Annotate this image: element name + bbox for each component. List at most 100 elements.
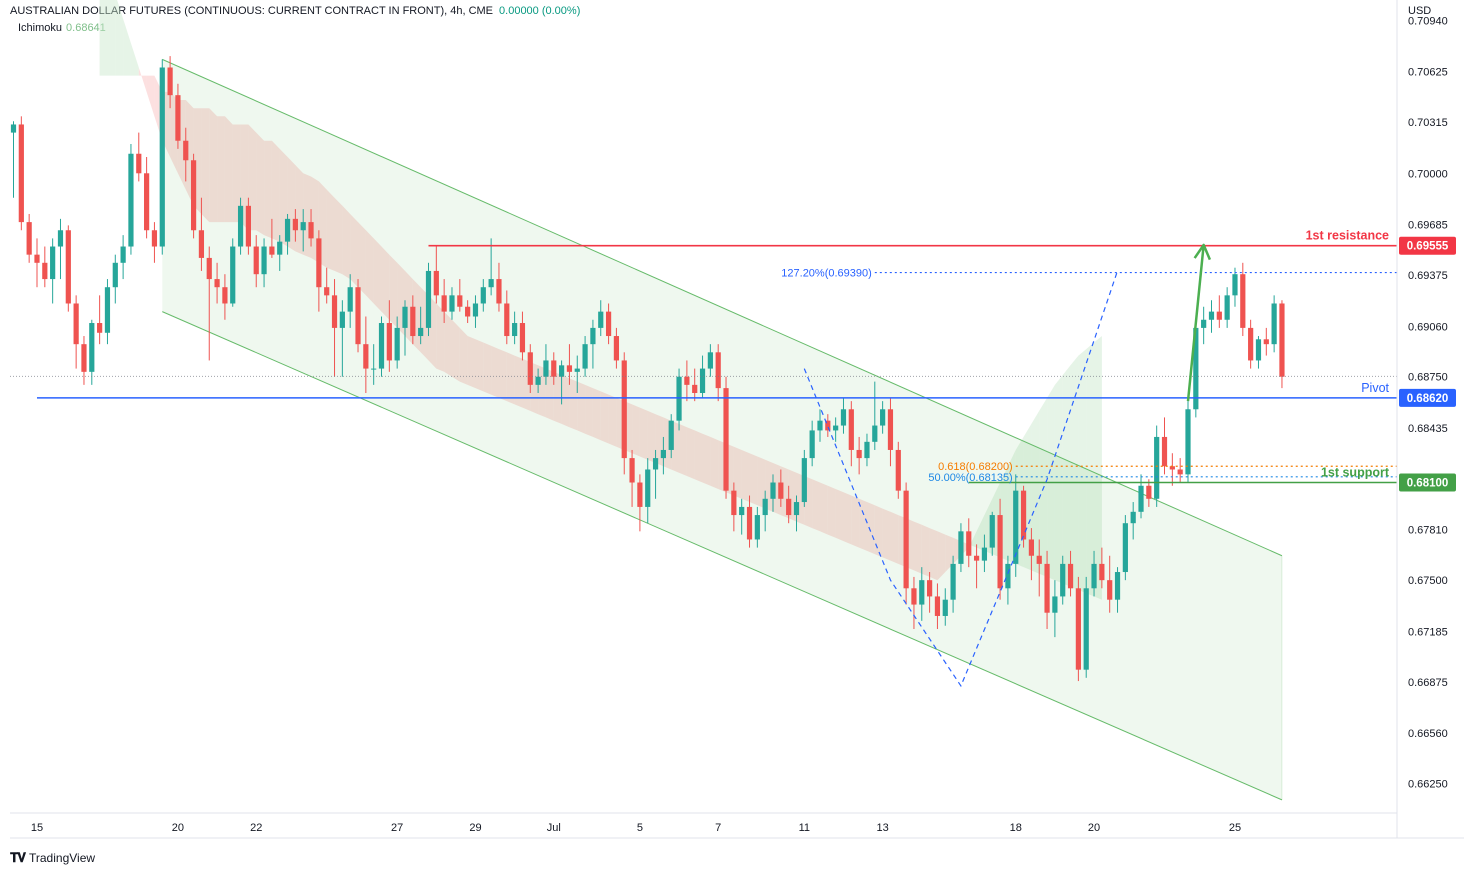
candle-body	[692, 384, 698, 393]
cloud-segment	[859, 498, 867, 551]
candle-body	[1036, 555, 1042, 564]
chart-title: AUSTRALIAN DOLLAR FUTURES (CONTINUOUS: C…	[10, 5, 494, 17]
cloud-segment	[600, 391, 609, 444]
candle-body	[151, 230, 158, 247]
support-price-tag	[1399, 473, 1456, 492]
candle-body	[754, 515, 760, 540]
candle-body	[559, 365, 565, 377]
candle-body	[277, 241, 283, 255]
tradingview-logo[interactable]: 𝐓𝐕 TradingView	[10, 850, 95, 866]
tradingview-logo-icon: 𝐓𝐕	[10, 850, 26, 865]
candle-body	[81, 344, 87, 372]
y-tick-label: 0.66560	[1408, 728, 1448, 740]
x-tick-label: 7	[715, 822, 721, 834]
cloud-segment	[138, 67, 147, 92]
y-tick-label: 0.70625	[1408, 67, 1448, 79]
cloud-segment	[326, 189, 335, 271]
candle-body	[457, 295, 463, 307]
candle-body	[590, 327, 596, 345]
x-tick-label: Jul	[547, 822, 561, 834]
indicator-value: 0.68641	[66, 22, 106, 34]
candle-body	[1161, 436, 1168, 467]
candle-body	[433, 270, 439, 296]
candle-body	[1067, 563, 1074, 589]
candle-body	[136, 153, 142, 174]
candle-body	[786, 498, 792, 516]
candle-body	[50, 246, 56, 280]
cloud-segment	[1054, 375, 1063, 584]
candle-body	[363, 344, 369, 369]
cloud-segment	[271, 140, 280, 242]
y-tick-label: 0.69060	[1408, 321, 1448, 333]
candle-body	[746, 506, 753, 540]
candle-body	[1005, 563, 1011, 589]
candle-body	[872, 425, 878, 442]
pivot-price-tag	[1399, 388, 1456, 407]
candle-body	[512, 323, 518, 337]
x-tick-label: 11	[799, 822, 810, 834]
cloud-segment	[209, 108, 218, 223]
y-tick-label: 0.66250	[1408, 779, 1448, 791]
candle-body	[903, 490, 909, 589]
candles	[10, 56, 1285, 682]
candle-body	[324, 287, 330, 296]
indicator-legend[interactable]: Ichimoku 0.68641	[18, 22, 106, 34]
cloud-segment	[232, 124, 241, 223]
y-tick-label: 0.68435	[1408, 423, 1448, 435]
cloud-segment	[217, 116, 225, 223]
support-price-tag-label: 0.68100	[1407, 478, 1449, 490]
candle-body	[864, 441, 870, 459]
cloud-segment	[295, 165, 304, 255]
cloud-segment	[1078, 349, 1087, 594]
candle-body	[230, 246, 236, 304]
candle-body	[770, 482, 776, 499]
candle-body	[1177, 469, 1183, 475]
candle-body	[527, 352, 533, 385]
cloud-segment	[647, 410, 656, 463]
candle-body	[128, 153, 134, 247]
cloud-segment	[358, 222, 366, 296]
candle-body	[582, 344, 588, 369]
cloud-segment	[342, 205, 351, 280]
candle-body	[472, 303, 479, 317]
candle-body	[676, 376, 682, 421]
candle-body	[261, 246, 267, 275]
cloud-segment	[1070, 355, 1079, 590]
cloud-segment	[835, 489, 844, 542]
candle-body	[723, 388, 729, 491]
price-change: 0.00000 (0.00%)	[499, 5, 581, 17]
candle-body	[292, 218, 298, 231]
levels	[10, 244, 1397, 484]
candle-body	[97, 323, 103, 333]
cloud-segment	[444, 311, 452, 377]
cloud-segment	[694, 430, 703, 483]
cloud-segment	[741, 450, 750, 502]
y-tick-label: 0.68750	[1408, 372, 1448, 384]
candle-body	[778, 482, 784, 499]
cloud-segment	[882, 508, 891, 561]
cloud-segment	[976, 515, 985, 551]
candle-body	[848, 409, 854, 450]
channel-upper-line	[162, 58, 1283, 557]
candle-body	[1028, 539, 1034, 556]
candle-body	[34, 254, 40, 263]
cloud-segment	[545, 368, 554, 421]
cloud-segment	[499, 349, 507, 402]
y-tick-label: 0.69685	[1408, 220, 1448, 232]
support-caption: 1st support	[1321, 466, 1390, 480]
annotations: 1st resistance Pivot 1st support 127.20%(0.…	[781, 229, 1390, 688]
resistance-price-tag	[1399, 236, 1456, 255]
fib-127-label: 127.20%(0.69390)	[781, 268, 872, 280]
cloud-segment	[874, 505, 883, 558]
candle-body	[1130, 511, 1136, 524]
cloud-segment	[381, 246, 390, 320]
candle-body	[934, 596, 941, 616]
candle-body	[1099, 563, 1105, 581]
cloud-segment	[256, 132, 265, 236]
candle-body	[73, 303, 79, 345]
candle-body	[1193, 327, 1199, 410]
cloud-segment	[733, 446, 742, 499]
cloud-segment	[679, 423, 687, 476]
